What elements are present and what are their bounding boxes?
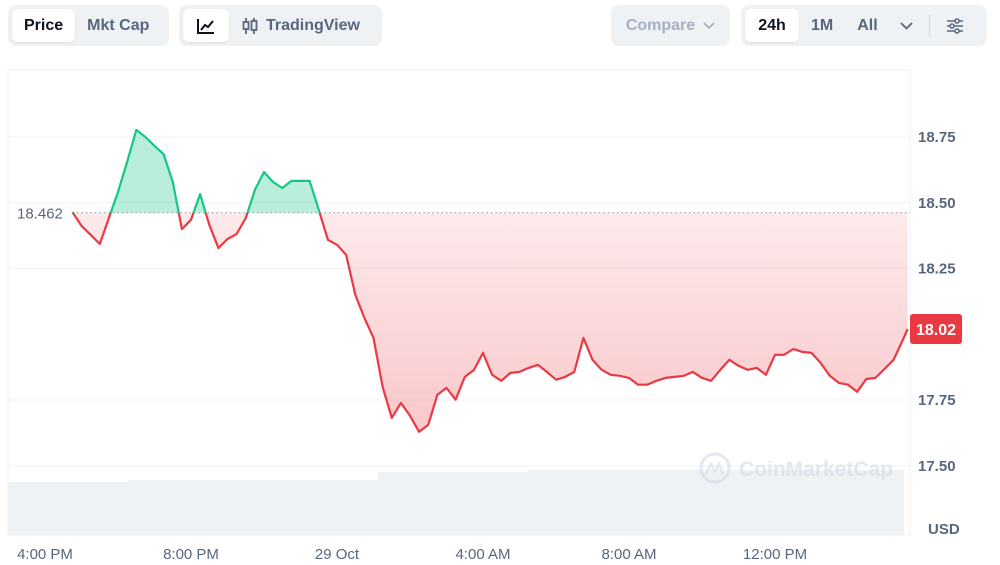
y-tick-label: 17.75 xyxy=(918,392,956,409)
range-toggle: 24h 1M All xyxy=(741,5,987,46)
x-tick-label: 29 Oct xyxy=(315,546,360,563)
y-tick-label: 18.75 xyxy=(918,129,956,146)
tab-price[interactable]: Price xyxy=(12,9,76,42)
current-price-badge: 18.02 xyxy=(910,313,962,344)
range-24h[interactable]: 24h xyxy=(745,9,799,42)
price-line-down xyxy=(71,212,909,433)
x-tick-label: 12:00 PM xyxy=(743,546,807,563)
more-ranges-button[interactable] xyxy=(890,9,923,42)
compare-label: Compare xyxy=(625,16,696,34)
tradingview-label: TradingView xyxy=(266,16,360,34)
range-1m[interactable]: 1M xyxy=(811,16,834,34)
y-tick-label: 17.50 xyxy=(918,458,956,475)
candlestick-icon xyxy=(242,17,258,34)
x-tick-label: 8:00 AM xyxy=(601,546,656,563)
compare-dropdown[interactable]: Compare xyxy=(611,5,730,46)
baseline-label: 18.462 xyxy=(17,206,63,223)
chart-type-toggle: TradingView xyxy=(179,5,382,46)
x-axis: 4:00 PM 8:00 PM 29 Oct 4:00 AM 8:00 AM 12:00 … xyxy=(17,546,807,563)
volume-bars xyxy=(8,470,904,535)
view-toggle: Price Mkt Cap xyxy=(8,5,169,46)
chart-settings-button[interactable] xyxy=(936,9,974,42)
x-tick-label: 4:00 PM xyxy=(17,546,73,563)
y-axis: 18.75 18.50 18.25 17.75 17.50 xyxy=(918,129,956,475)
x-tick-label: 4:00 AM xyxy=(455,546,510,563)
chevron-down-icon xyxy=(703,21,715,29)
area-below-baseline xyxy=(72,212,908,432)
tab-mkt-cap[interactable]: Mkt Cap xyxy=(87,16,150,34)
compare-button[interactable]: Compare xyxy=(622,9,719,42)
tradingview-button[interactable]: TradingView xyxy=(229,9,372,42)
toolbar-divider xyxy=(928,14,930,37)
line-chart-icon xyxy=(197,18,214,34)
y-tick-label: 18.25 xyxy=(918,261,956,278)
area-above-baseline xyxy=(72,129,908,213)
x-tick-label: 8:00 PM xyxy=(163,546,219,563)
range-all[interactable]: All xyxy=(857,16,878,34)
chevron-down-icon xyxy=(900,21,913,30)
y-tick-label: 18.50 xyxy=(918,195,956,212)
watermark-text: CoinMarketCap xyxy=(739,458,893,481)
watermark: CoinMarketCap xyxy=(699,452,893,484)
current-price: 18.02 xyxy=(916,322,956,339)
currency-label: USD xyxy=(928,521,960,538)
line-chart-button[interactable] xyxy=(183,9,229,42)
sliders-icon xyxy=(946,17,963,34)
